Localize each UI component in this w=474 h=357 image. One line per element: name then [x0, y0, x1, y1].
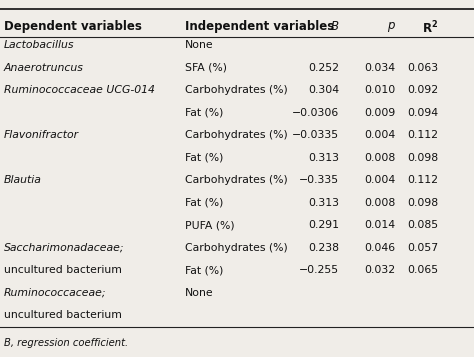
- Text: Lactobacillus: Lactobacillus: [4, 40, 74, 50]
- Text: 0.014: 0.014: [365, 220, 396, 230]
- Text: 0.092: 0.092: [407, 85, 438, 95]
- Text: 0.004: 0.004: [365, 175, 396, 185]
- Text: 0.046: 0.046: [365, 243, 396, 253]
- Text: 0.065: 0.065: [407, 265, 438, 275]
- Text: 0.098: 0.098: [407, 198, 438, 208]
- Text: −0.255: −0.255: [299, 265, 339, 275]
- Text: None: None: [185, 40, 213, 50]
- Text: −0.0335: −0.0335: [292, 130, 339, 140]
- Text: None: None: [185, 288, 213, 298]
- Text: B, regression coefficient.: B, regression coefficient.: [4, 338, 128, 348]
- Text: Saccharimonadaceae;: Saccharimonadaceae;: [4, 243, 124, 253]
- Text: 0.304: 0.304: [308, 85, 339, 95]
- Text: uncultured bacterium: uncultured bacterium: [4, 265, 122, 275]
- Text: Fat (%): Fat (%): [185, 198, 223, 208]
- Text: Dependent variables: Dependent variables: [4, 20, 142, 32]
- Text: 0.008: 0.008: [365, 153, 396, 163]
- Text: 0.313: 0.313: [308, 153, 339, 163]
- Text: Blautia: Blautia: [4, 175, 42, 185]
- Text: Carbohydrates (%): Carbohydrates (%): [185, 175, 288, 185]
- Text: PUFA (%): PUFA (%): [185, 220, 235, 230]
- Text: Independent variables: Independent variables: [185, 20, 334, 32]
- Text: −0.0306: −0.0306: [292, 108, 339, 118]
- Text: 0.008: 0.008: [365, 198, 396, 208]
- Text: 0.063: 0.063: [407, 63, 438, 73]
- Text: Ruminococcaceae UCG-014: Ruminococcaceae UCG-014: [4, 85, 155, 95]
- Text: $\mathbf{\mathit{B}}$: $\mathbf{\mathit{B}}$: [329, 20, 339, 32]
- Text: 0.098: 0.098: [407, 153, 438, 163]
- Text: 0.034: 0.034: [365, 63, 396, 73]
- Text: Fat (%): Fat (%): [185, 108, 223, 118]
- Text: 0.057: 0.057: [407, 243, 438, 253]
- Text: 0.009: 0.009: [365, 108, 396, 118]
- Text: Carbohydrates (%): Carbohydrates (%): [185, 85, 288, 95]
- Text: uncultured bacterium: uncultured bacterium: [4, 310, 122, 320]
- Text: 0.085: 0.085: [407, 220, 438, 230]
- Text: 0.032: 0.032: [365, 265, 396, 275]
- Text: Anaerotruncus: Anaerotruncus: [4, 63, 84, 73]
- Text: 0.252: 0.252: [308, 63, 339, 73]
- Text: Fat (%): Fat (%): [185, 265, 223, 275]
- Text: Carbohydrates (%): Carbohydrates (%): [185, 130, 288, 140]
- Text: Fat (%): Fat (%): [185, 153, 223, 163]
- Text: 0.004: 0.004: [365, 130, 396, 140]
- Text: 0.238: 0.238: [308, 243, 339, 253]
- Text: SFA (%): SFA (%): [185, 63, 227, 73]
- Text: 0.010: 0.010: [365, 85, 396, 95]
- Text: 0.112: 0.112: [408, 130, 438, 140]
- Text: 0.094: 0.094: [407, 108, 438, 118]
- Text: Ruminococcaceae;: Ruminococcaceae;: [4, 288, 106, 298]
- Text: $\mathbf{\mathit{p}}$: $\mathbf{\mathit{p}}$: [387, 20, 396, 34]
- Text: 0.112: 0.112: [408, 175, 438, 185]
- Text: $\mathbf{R^{2}}$: $\mathbf{R^{2}}$: [422, 20, 438, 36]
- Text: 0.313: 0.313: [308, 198, 339, 208]
- Text: Flavonifractor: Flavonifractor: [4, 130, 79, 140]
- Text: Carbohydrates (%): Carbohydrates (%): [185, 243, 288, 253]
- Text: −0.335: −0.335: [299, 175, 339, 185]
- Text: 0.291: 0.291: [308, 220, 339, 230]
